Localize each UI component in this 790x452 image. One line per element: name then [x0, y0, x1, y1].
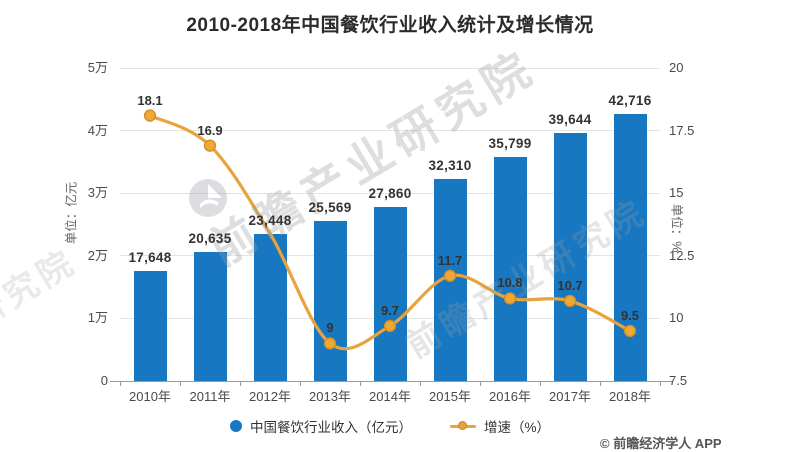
- line-point: [623, 324, 637, 338]
- x-axis-label: 2015年: [429, 389, 471, 404]
- bar: [493, 156, 527, 381]
- line-point: [503, 292, 517, 305]
- line-point: [143, 109, 157, 122]
- line-point: [383, 319, 397, 333]
- line-point-label: 9.7: [380, 302, 400, 318]
- right-axis-name: 单位：%: [669, 203, 684, 253]
- left-axis-tick-label: 4万: [87, 122, 108, 138]
- x-axis-label: 2013年: [309, 389, 351, 404]
- x-axis-tick: [239, 382, 241, 386]
- x-axis-label: 2014年: [369, 389, 411, 404]
- left-axis-name: 单位：亿元: [64, 181, 79, 245]
- bar: [553, 132, 587, 381]
- left-axis-tick-label: 3万: [87, 185, 108, 201]
- line-point-label: 11.7: [437, 252, 463, 268]
- bar-value-label: 35,799: [488, 135, 532, 151]
- bar: [253, 234, 287, 381]
- x-axis-tick: [359, 382, 361, 386]
- bar: [373, 206, 407, 381]
- line-point-label: 10.8: [497, 275, 523, 291]
- left-axis-tick-label: 0: [100, 373, 108, 388]
- x-axis-tick: [299, 382, 301, 386]
- bar-value-label: 27,860: [368, 185, 412, 201]
- legend-label-growth: 增速（%）: [483, 420, 550, 435]
- copyright-watermark: © 前瞻经济学人 APP: [600, 436, 722, 451]
- x-axis-line: [110, 381, 672, 382]
- legend-circle-marker-icon: [229, 420, 242, 432]
- line-point-label: 16.9: [197, 122, 223, 138]
- right-axis-tick-label: 20: [669, 60, 684, 75]
- line-point: [323, 337, 337, 350]
- right-axis-tick-label: 15: [669, 185, 684, 201]
- gridline: [120, 192, 660, 194]
- x-axis-tick: [119, 382, 121, 386]
- bar-value-label: 23,448: [248, 213, 292, 229]
- x-axis-label: 2018年: [609, 389, 651, 404]
- x-axis-label: 2010年: [129, 389, 171, 404]
- gridline: [120, 130, 660, 132]
- chart-legend: 中国餐饮行业收入（亿元） 增速（%）: [120, 414, 660, 438]
- line-point-label: 18.1: [137, 92, 163, 108]
- x-axis-tick: [179, 382, 181, 386]
- left-axis-tick-label: 5万: [87, 60, 108, 75]
- chart-title: 2010-2018年中国餐饮行业收入统计及增长情况: [186, 15, 594, 36]
- bar-value-label: 42,716: [608, 92, 652, 108]
- line-point: [203, 139, 217, 152]
- bar-value-label: 39,644: [548, 111, 592, 127]
- legend-item-growth[interactable]: 增速（%）: [449, 416, 550, 436]
- bar: [313, 220, 347, 381]
- plot-area: 2010年 2011年 2012年 2013年 2014年 2015年 2016年 2017年…: [110, 67, 672, 404]
- x-axis-tick: [539, 382, 541, 386]
- bar-value-label: 25,569: [308, 199, 352, 215]
- bar-value-label: 20,635: [188, 230, 232, 246]
- line-point-label: 10.7: [557, 277, 583, 293]
- x-axis-label: 2012年: [249, 389, 291, 404]
- x-axis-tick: [599, 382, 601, 386]
- x-axis-label: 2016年: [489, 389, 531, 404]
- gridline: [120, 67, 660, 69]
- x-axis-label: 2017年: [549, 389, 591, 404]
- left-axis-tick-label: 1万: [87, 310, 108, 326]
- legend-item-revenue[interactable]: 中国餐饮行业收入（亿元）: [229, 416, 412, 436]
- right-axis-tick-label: 10: [669, 310, 684, 326]
- x-axis-tick: [419, 382, 421, 386]
- x-axis-tick: [659, 382, 661, 386]
- right-axis-tick-label: 17.5: [669, 122, 695, 138]
- bar: [133, 270, 167, 381]
- line-point-label: 9.5: [620, 307, 640, 323]
- x-axis-label: 2011年: [189, 389, 231, 404]
- bar: [193, 251, 227, 381]
- right-axis-tick-label: 7.5: [669, 373, 688, 388]
- legend-line-marker-icon: [449, 420, 476, 432]
- growth-line-layer: [143, 109, 637, 351]
- line-point: [443, 269, 457, 282]
- line-point: [563, 294, 577, 308]
- x-axis-tick: [479, 382, 481, 386]
- right-axis-tick-label: 12.5: [669, 247, 695, 263]
- line-point-label: 9: [326, 320, 334, 336]
- left-axis-tick-label: 2万: [87, 247, 108, 263]
- bar-value-label: 17,648: [128, 249, 172, 265]
- legend-label-revenue: 中国餐饮行业收入（亿元）: [249, 420, 412, 435]
- growth-line: [149, 114, 631, 351]
- bar-value-label: 32,310: [428, 157, 472, 173]
